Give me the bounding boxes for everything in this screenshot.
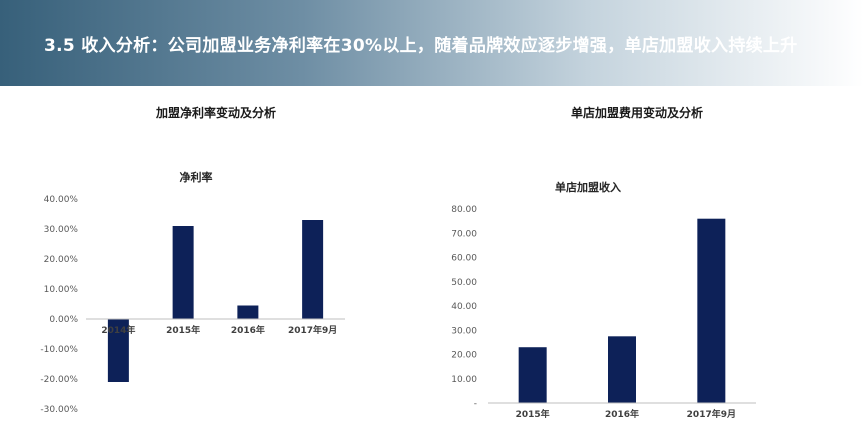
y-tick-label: - bbox=[474, 399, 477, 409]
bar bbox=[518, 347, 547, 403]
y-tick-label: 80.00 bbox=[451, 205, 477, 215]
y-tick-label: 10.00% bbox=[44, 285, 79, 295]
chart-title: 净利率 bbox=[180, 170, 213, 184]
net-margin-chart: 净利率 40.00% 30.00% 20.00% 10.00% 0.00% -10.00% -… bbox=[40, 170, 345, 415]
y-tick-label: 10.00 bbox=[451, 375, 477, 385]
y-tick-label: 30.00% bbox=[44, 225, 79, 235]
bar bbox=[172, 226, 194, 319]
page-title: 3.5 收入分析：公司加盟业务净利率在30%以上，随着品牌效应逐步增强，单店加盟… bbox=[44, 36, 798, 56]
y-tick-label: 0.00% bbox=[49, 315, 78, 325]
x-tick-label: 2016年 bbox=[605, 408, 639, 420]
x-tick-label: 2015年 bbox=[166, 324, 200, 336]
header-banner: 3.5 收入分析：公司加盟业务净利率在30%以上，随着品牌效应逐步增强，单店加盟… bbox=[0, 0, 864, 86]
y-tick-label: 40.00% bbox=[44, 195, 79, 205]
x-tick-label: 2014年 bbox=[101, 324, 135, 336]
y-tick-label: -20.00% bbox=[40, 375, 78, 385]
y-tick-label: 50.00 bbox=[451, 278, 477, 288]
bar bbox=[107, 319, 129, 382]
right-section-title: 单店加盟费用变动及分析 bbox=[571, 106, 704, 120]
y-tick-label: -10.00% bbox=[40, 345, 78, 355]
y-tick-label: 40.00 bbox=[451, 302, 477, 312]
bar bbox=[237, 305, 259, 319]
x-tick-label: 2015年 bbox=[516, 408, 550, 420]
y-tick-label: 60.00 bbox=[451, 254, 477, 264]
y-tick-label: 70.00 bbox=[451, 229, 477, 239]
chart-title: 单店加盟收入 bbox=[555, 180, 621, 194]
bar bbox=[302, 220, 324, 319]
bar bbox=[697, 218, 726, 403]
x-tick-label: 2017年9月 bbox=[687, 408, 736, 420]
y-tick-label: -30.00% bbox=[40, 405, 78, 415]
y-tick-label: 30.00 bbox=[451, 326, 477, 336]
y-tick-label: 20.00% bbox=[44, 255, 79, 265]
y-tick-label: 20.00 bbox=[451, 351, 477, 361]
bar bbox=[608, 336, 636, 403]
left-section-title: 加盟净利率变动及分析 bbox=[156, 106, 277, 120]
store-revenue-chart: 单店加盟收入 80.00 70.00 60.00 50.00 40.00 30.00 20.0… bbox=[451, 180, 756, 420]
x-tick-label: 2016年 bbox=[231, 324, 265, 336]
x-tick-label: 2017年9月 bbox=[288, 324, 337, 336]
